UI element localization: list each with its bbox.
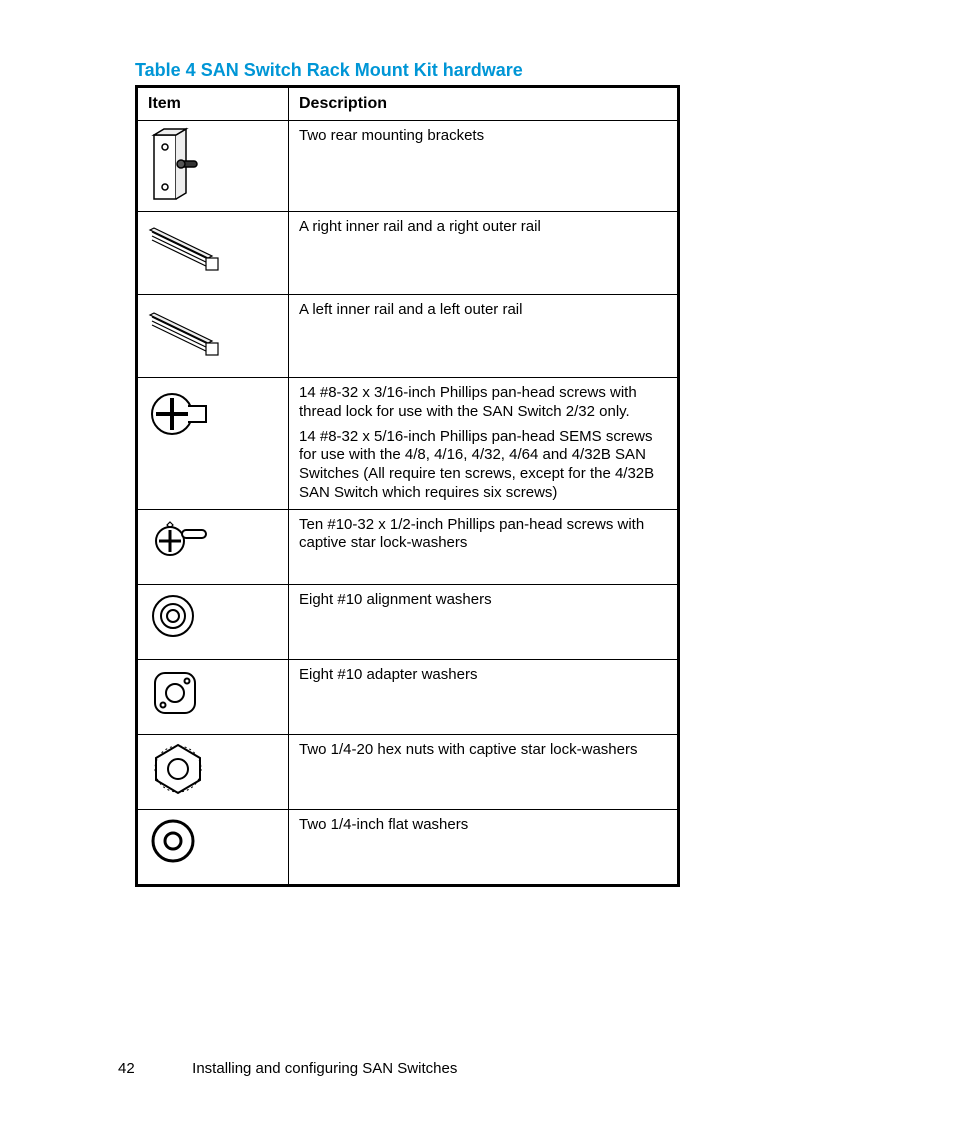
page-number: 42	[118, 1060, 188, 1077]
screw-phillips-icon	[148, 384, 218, 444]
table-row: Ten #10-32 x 1/2-inch Phillips pan-head …	[137, 509, 679, 584]
bracket-icon	[148, 127, 203, 205]
desc-text: 14 #8-32 x 5/16-inch Phillips pan-head S…	[299, 428, 667, 503]
page: Table 4 SAN Switch Rack Mount Kit hardwa…	[0, 0, 954, 1145]
desc-text: A left inner rail and a left outer rail	[299, 301, 667, 320]
desc-cell: Two rear mounting brackets	[289, 121, 679, 212]
desc-cell: Eight #10 adapter washers	[289, 659, 679, 734]
rail-right-icon	[148, 218, 228, 280]
desc-cell: Two 1/4-20 hex nuts with captive star lo…	[289, 734, 679, 809]
desc-cell: A left inner rail and a left outer rail	[289, 295, 679, 378]
flat-washer-icon	[148, 816, 198, 866]
rail-left-icon	[148, 301, 228, 363]
desc-cell: Ten #10-32 x 1/2-inch Phillips pan-head …	[289, 509, 679, 584]
page-footer: 42 Installing and configuring SAN Switch…	[118, 1060, 457, 1077]
col-header-description: Description	[289, 87, 679, 121]
desc-text: Two rear mounting brackets	[299, 127, 667, 146]
col-header-item: Item	[137, 87, 289, 121]
footer-section: Installing and configuring SAN Switches	[192, 1060, 457, 1077]
desc-cell: Eight #10 alignment washers	[289, 584, 679, 659]
item-cell	[137, 121, 289, 212]
hex-nut-icon	[148, 741, 208, 797]
table-header-row: Item Description	[137, 87, 679, 121]
desc-text: Two 1/4-20 hex nuts with captive star lo…	[299, 741, 667, 760]
table-row: A left inner rail and a left outer rail	[137, 295, 679, 378]
desc-text: Two 1/4-inch flat washers	[299, 816, 667, 835]
table-row: Two 1/4-inch flat washers	[137, 809, 679, 885]
desc-cell: Two 1/4-inch flat washers	[289, 809, 679, 885]
table-row: Two 1/4-20 hex nuts with captive star lo…	[137, 734, 679, 809]
table-row: Two rear mounting brackets	[137, 121, 679, 212]
alignment-washer-icon	[148, 591, 198, 641]
table-row: Eight #10 adapter washers	[137, 659, 679, 734]
desc-text: A right inner rail and a right outer rai…	[299, 218, 667, 237]
item-cell	[137, 659, 289, 734]
item-cell	[137, 584, 289, 659]
item-cell	[137, 809, 289, 885]
item-cell	[137, 509, 289, 584]
desc-text: 14 #8-32 x 3/16-inch Phillips pan-head s…	[299, 384, 667, 422]
adapter-washer-icon	[148, 666, 202, 720]
item-cell	[137, 734, 289, 809]
hardware-table: Item Description	[135, 85, 680, 887]
item-cell	[137, 378, 289, 510]
desc-text: Eight #10 adapter washers	[299, 666, 667, 685]
table-row: A right inner rail and a right outer rai…	[137, 212, 679, 295]
item-cell	[137, 295, 289, 378]
desc-text: Eight #10 alignment washers	[299, 591, 667, 610]
screw-star-washer-icon	[148, 516, 218, 566]
table-title: Table 4 SAN Switch Rack Mount Kit hardwa…	[135, 60, 824, 81]
table-row: Eight #10 alignment washers	[137, 584, 679, 659]
item-cell	[137, 212, 289, 295]
desc-cell: A right inner rail and a right outer rai…	[289, 212, 679, 295]
table-row: 14 #8-32 x 3/16-inch Phillips pan-head s…	[137, 378, 679, 510]
desc-cell: 14 #8-32 x 3/16-inch Phillips pan-head s…	[289, 378, 679, 510]
desc-text: Ten #10-32 x 1/2-inch Phillips pan-head …	[299, 516, 667, 554]
